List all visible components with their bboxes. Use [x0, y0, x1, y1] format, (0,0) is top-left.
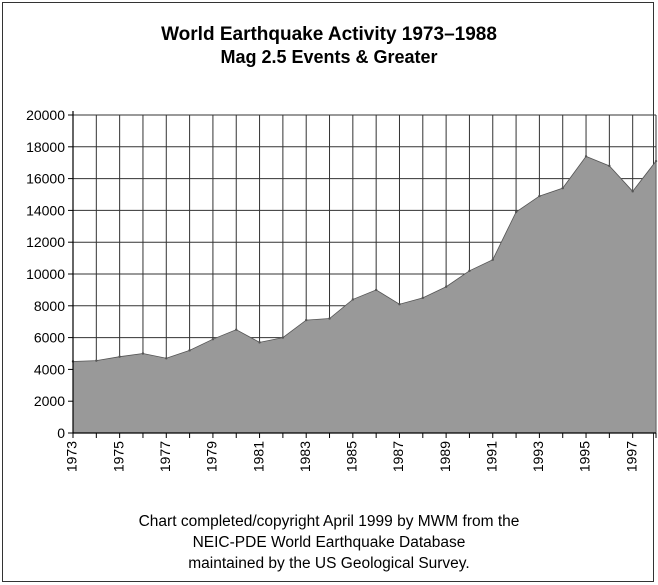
- chart-subtitle: Mag 2.5 Events & Greater: [220, 47, 438, 67]
- data-point: [468, 269, 471, 273]
- x-tick-label: 1995: [577, 441, 593, 472]
- data-point: [95, 359, 98, 362]
- y-tick-label: 10000: [26, 266, 65, 282]
- y-tick-label: 12000: [26, 234, 65, 250]
- y-tick-label: 4000: [34, 361, 65, 377]
- y-tick-label: 2000: [34, 393, 65, 409]
- caption-line-1: Chart completed/copyright April 1999 by …: [138, 513, 520, 530]
- chart-title: World Earthquake Activity 1973–1988: [161, 24, 497, 45]
- data-point: [188, 349, 191, 352]
- data-point: [514, 210, 518, 214]
- x-tick-label: 1975: [110, 441, 126, 472]
- area-series: [72, 155, 657, 434]
- y-tick-label: 20000: [26, 107, 65, 123]
- data-point: [374, 288, 378, 292]
- data-point: [538, 194, 541, 198]
- data-point: [398, 303, 401, 306]
- x-tick-label: 1987: [390, 441, 406, 472]
- y-tick-label: 0: [57, 425, 65, 441]
- x-tick-label: 1991: [483, 441, 499, 472]
- x-tick-label: 1983: [297, 441, 313, 472]
- data-point: [421, 296, 424, 300]
- x-tick-label: 1981: [250, 441, 266, 472]
- y-tick-label: 8000: [34, 298, 65, 314]
- x-tick-label: 1997: [623, 441, 639, 472]
- x-tick-label: 1989: [437, 441, 453, 472]
- data-point: [305, 318, 308, 322]
- data-point: [165, 357, 168, 360]
- data-point: [351, 298, 355, 301]
- x-tick-label: 1977: [157, 441, 173, 472]
- x-tick-label: 1979: [204, 441, 220, 472]
- y-tick-label: 14000: [26, 202, 65, 218]
- data-point: [444, 285, 448, 288]
- x-tick-label: 1985: [344, 441, 360, 472]
- y-tick-label: 18000: [26, 139, 65, 155]
- data-point: [281, 336, 285, 339]
- data-point: [118, 355, 121, 358]
- data-point: [491, 258, 494, 261]
- caption-line-2: NEIC-PDE World Earthquake Database: [192, 534, 466, 551]
- data-point: [328, 317, 331, 320]
- data-point: [584, 155, 588, 158]
- data-point: [235, 328, 238, 331]
- x-tick-label: 1973: [64, 441, 80, 472]
- data-point: [141, 352, 145, 355]
- y-tick-label: 16000: [26, 171, 65, 187]
- data-point: [631, 190, 634, 193]
- data-point: [211, 337, 215, 341]
- data-point: [561, 186, 564, 190]
- x-tick-label: 1993: [530, 441, 546, 472]
- data-point: [608, 164, 611, 168]
- y-tick-label: 6000: [34, 330, 65, 346]
- caption-line-3: maintained by the US Geological Survey.: [188, 555, 470, 572]
- data-point: [654, 159, 658, 163]
- data-point: [258, 341, 261, 344]
